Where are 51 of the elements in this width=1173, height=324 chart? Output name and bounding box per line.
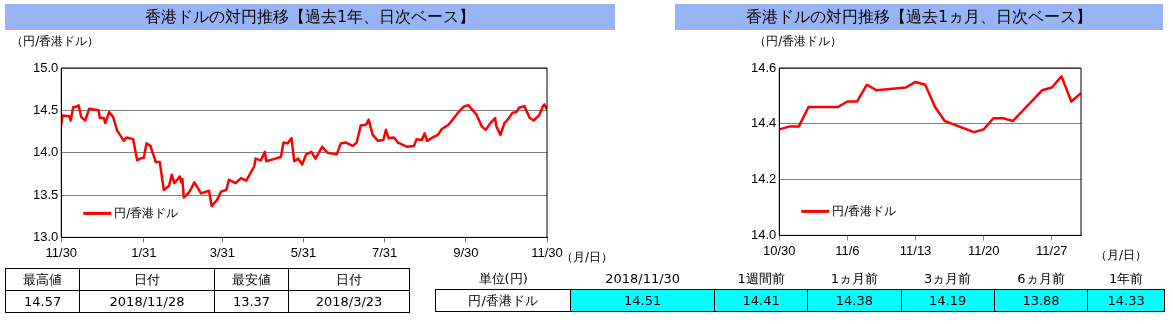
text: 13.37 bbox=[214, 290, 289, 313]
category-label: 1年前 bbox=[1107, 270, 1145, 288]
legend-label: 円/香港ドル bbox=[114, 205, 179, 220]
x-axis-title: （月/日） bbox=[561, 249, 614, 264]
y-tick-label: 14.0 bbox=[32, 144, 59, 160]
y-tick-label: 15.0 bbox=[32, 59, 59, 75]
category-label: 1週間前 bbox=[736, 270, 786, 288]
x-tick-label: 9/30 bbox=[453, 244, 479, 260]
y-tick-label: 14.2 bbox=[750, 171, 777, 187]
text: 2018/11/28 bbox=[79, 290, 215, 313]
text: 14.38 bbox=[807, 289, 902, 312]
category-label: 3ヵ月前 bbox=[923, 270, 973, 288]
x-tick-label: 3/31 bbox=[209, 244, 235, 260]
x-tick-label: 10/30 bbox=[763, 242, 796, 258]
category-label: 1ヵ月前 bbox=[829, 270, 880, 288]
x-axis-title: （月/日） bbox=[1095, 247, 1148, 262]
x-tick-label: 5/31 bbox=[290, 244, 317, 260]
y-axis-title: （円/香港ドル） bbox=[11, 34, 100, 49]
y-tick-label: 14.4 bbox=[750, 115, 777, 131]
x-tick-label: 7/31 bbox=[372, 244, 398, 260]
y-tick-label: 13.0 bbox=[32, 228, 59, 244]
chart-title: 香港ドルの対円推移【過去1ヵ月、日次ベース】 bbox=[675, 4, 1163, 30]
text: 14.57 bbox=[5, 290, 80, 313]
y-tick-label: 14.5 bbox=[32, 101, 59, 117]
category-label: 最高値 bbox=[5, 268, 80, 291]
text: 14.51 bbox=[570, 289, 715, 312]
category-label: 6ヵ月前 bbox=[1016, 270, 1066, 288]
legend-label: 円/香港ドル bbox=[832, 203, 897, 218]
x-tick-label: 11/30 bbox=[45, 244, 78, 260]
y-tick-label: 14.6 bbox=[750, 59, 777, 75]
x-tick-label: 1/31 bbox=[131, 244, 157, 260]
category-label: 日付 bbox=[288, 268, 410, 291]
text: 2018/3/23 bbox=[288, 290, 410, 313]
y-tick-label: 13.5 bbox=[32, 186, 59, 202]
text: 14.33 bbox=[1087, 289, 1165, 312]
chart-title: 香港ドルの対円推移【過去1年、日次ベース】 bbox=[5, 4, 615, 30]
y-axis-title: （円/香港ドル） bbox=[754, 34, 843, 49]
x-tick-label: 11/6 bbox=[835, 242, 860, 258]
x-tick-label: 11/20 bbox=[967, 242, 1000, 258]
category-label: 日付 bbox=[79, 268, 215, 291]
category-label: 単位(円) bbox=[477, 270, 529, 288]
text: 13.88 bbox=[994, 289, 1088, 312]
category-label: 2018/11/30 bbox=[604, 270, 682, 288]
text: 14.41 bbox=[714, 289, 808, 312]
x-tick-label: 11/27 bbox=[1036, 242, 1068, 258]
x-tick-label: 11/13 bbox=[899, 242, 932, 258]
text: 14.19 bbox=[901, 289, 995, 312]
text: 円/香港ドル bbox=[435, 289, 571, 312]
category-label: 最安値 bbox=[214, 268, 289, 291]
x-tick-label: 11/30 bbox=[531, 244, 563, 260]
y-tick-label: 14.0 bbox=[750, 226, 777, 242]
